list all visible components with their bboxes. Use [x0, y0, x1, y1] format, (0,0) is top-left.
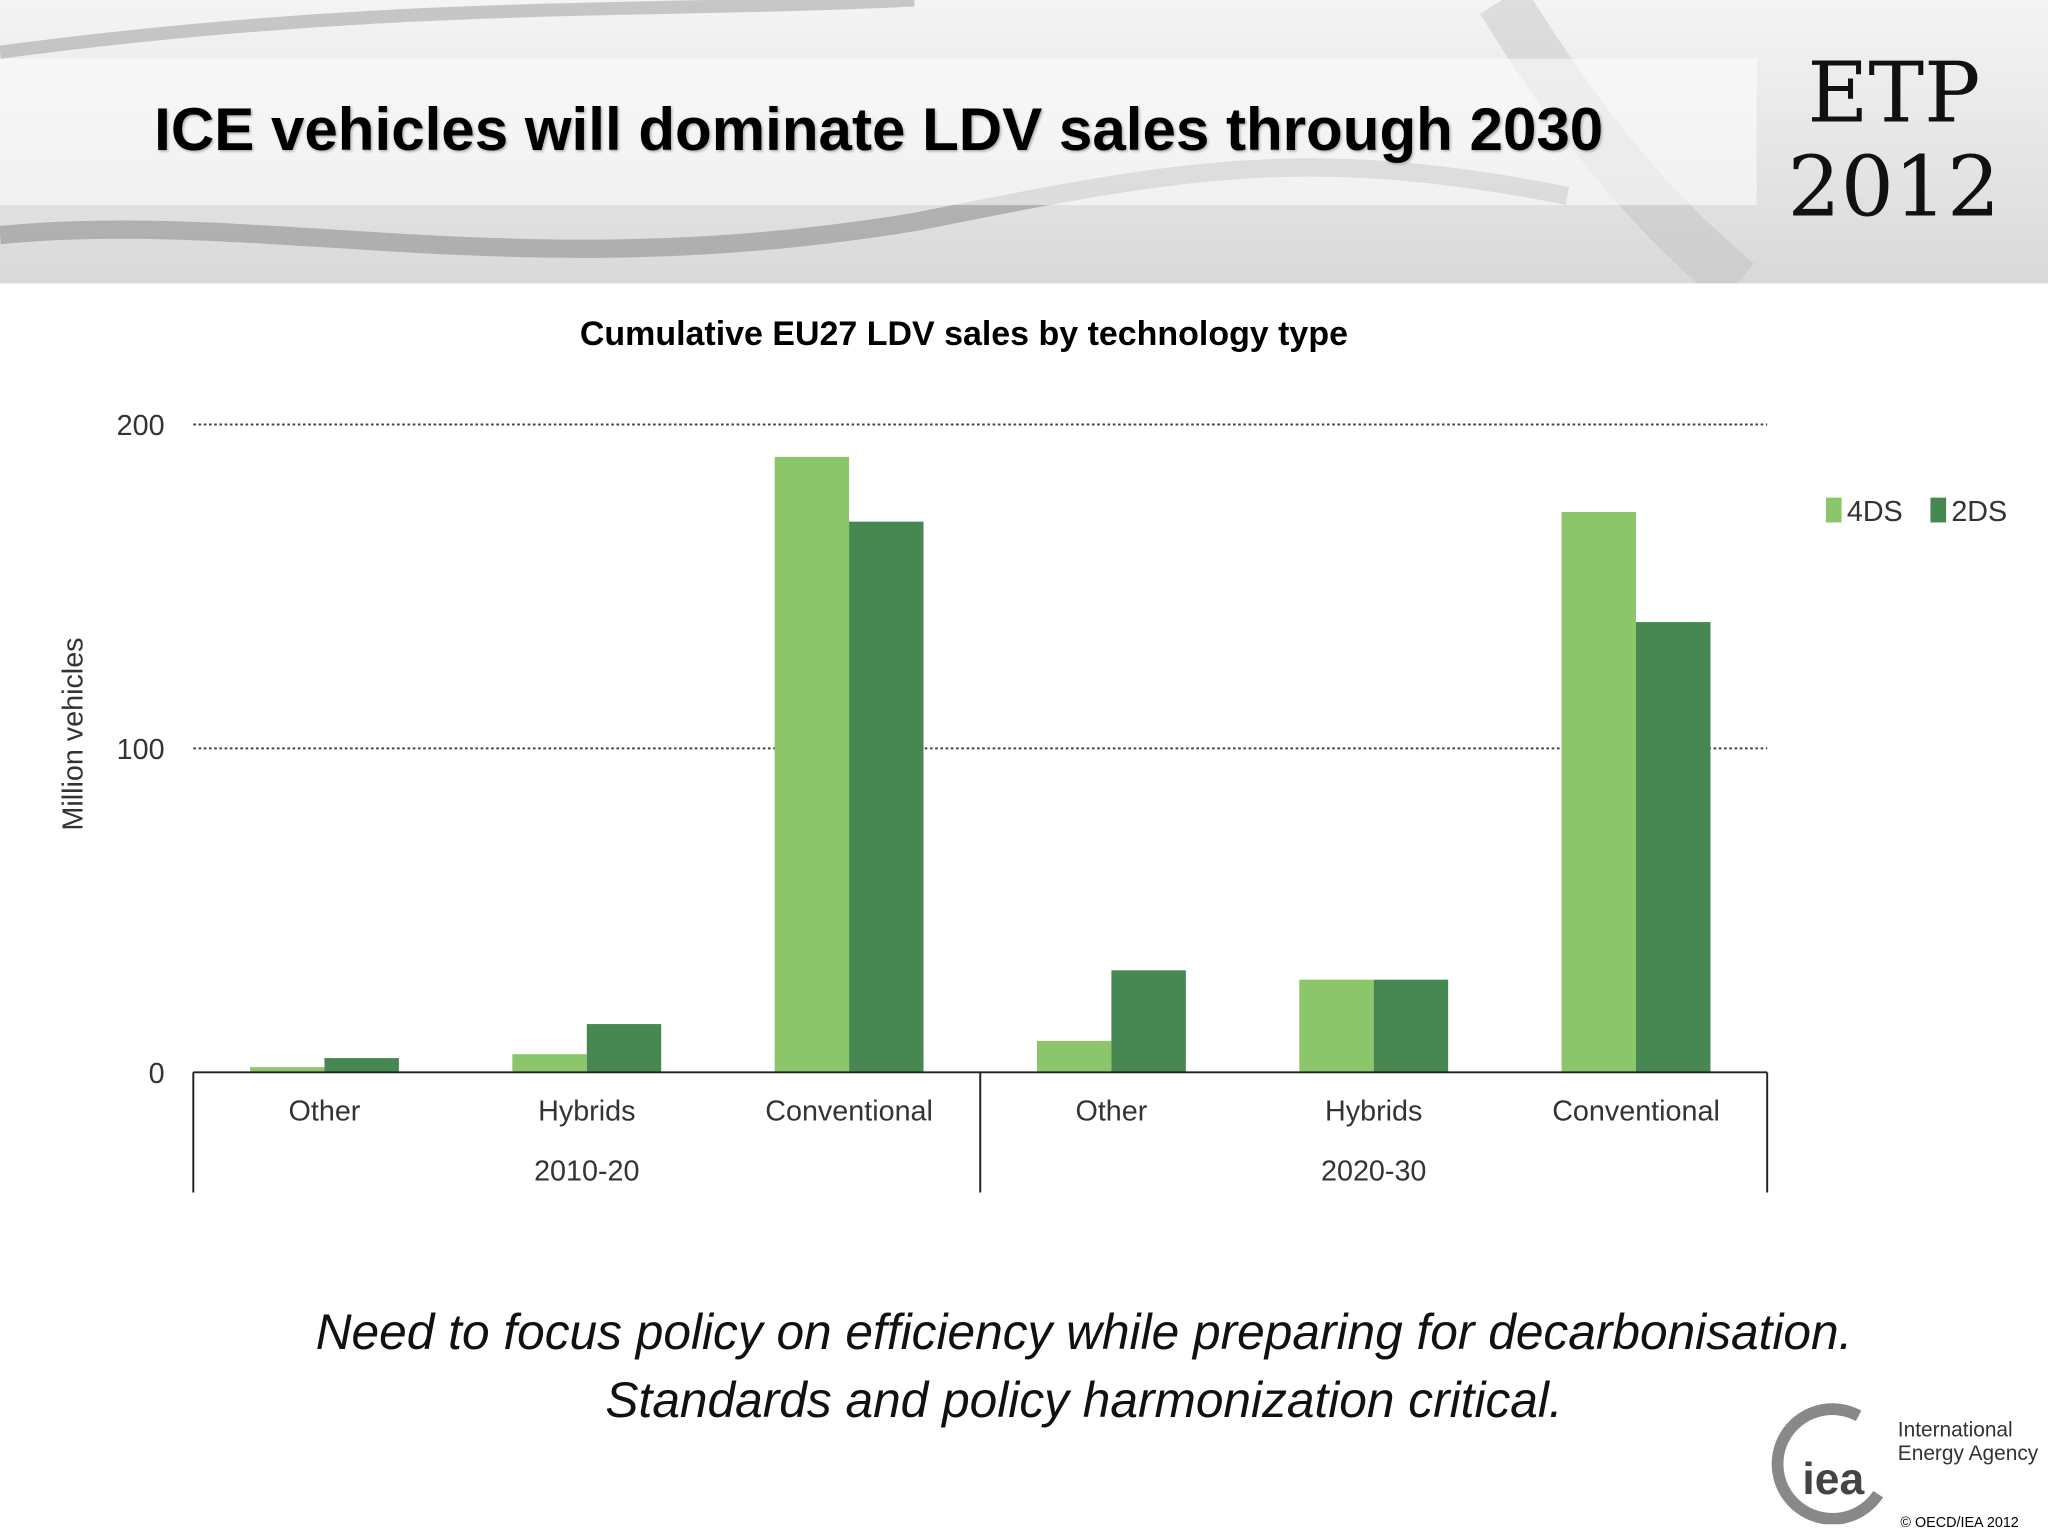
- y-tick-label: 100: [117, 734, 165, 766]
- y-axis-label: Million vehicles: [57, 637, 89, 830]
- slide-title: ICE vehicles will dominate LDV sales thr…: [154, 95, 1604, 164]
- caption: Need to focus policy on efficiency while…: [0, 1300, 2048, 1436]
- bar-4ds: [1299, 979, 1374, 1073]
- legend-label-4ds: 4DS: [1847, 496, 1903, 528]
- svg-text:iea: iea: [1802, 1455, 1864, 1504]
- title-band: [0, 58, 1757, 206]
- x-tick-label: Conventional: [1552, 1096, 1720, 1128]
- bar-2ds: [586, 1024, 662, 1073]
- header-banner: [0, 0, 2048, 284]
- bar-2ds: [324, 1058, 399, 1073]
- chart-title: Cumulative EU27 LDV sales by technology …: [579, 313, 1348, 353]
- badge-line1: ETP: [1807, 45, 1981, 143]
- bar-4ds: [1561, 511, 1637, 1073]
- bar-2ds: [1636, 622, 1711, 1073]
- x-group-label: 2010-20: [534, 1156, 639, 1188]
- caption-line1: Need to focus policy on efficiency while…: [315, 1306, 1853, 1361]
- bar-4ds: [250, 1067, 325, 1073]
- etp-badge: ETP 2012: [1783, 47, 2005, 235]
- x-group-label: 2020-30: [1321, 1156, 1426, 1188]
- bar-4ds: [512, 1054, 587, 1073]
- bar-2ds: [1111, 970, 1186, 1073]
- y-tick-label: 200: [117, 410, 165, 442]
- x-tick-label: Other: [289, 1096, 361, 1128]
- legend-label-2ds: 2DS: [1951, 496, 2007, 528]
- x-tick-label: Other: [1075, 1096, 1147, 1128]
- bar-2ds: [1373, 979, 1449, 1073]
- logo-text-line2: Energy Agency: [1898, 1442, 2039, 1465]
- badge-line2: 2012: [1787, 139, 2001, 237]
- bar-2ds: [849, 521, 924, 1073]
- x-tick-label: Hybrids: [538, 1096, 635, 1128]
- legend-swatch-4ds: [1825, 497, 1842, 523]
- y-tick-label: 0: [149, 1058, 165, 1090]
- copyright: © OECD/IEA 2012: [1900, 1515, 2019, 1531]
- logo-text-line1: International: [1898, 1419, 2013, 1442]
- bar-4ds: [1036, 1040, 1112, 1073]
- caption-line2: Standards and policy harmonization criti…: [605, 1374, 1563, 1429]
- x-tick-label: Hybrids: [1325, 1096, 1422, 1128]
- legend-swatch-2ds: [1930, 497, 1947, 523]
- iea-logo-mark-icon: iea International Energy Agency: [1771, 1403, 2039, 1525]
- x-tick-label: Conventional: [765, 1096, 933, 1128]
- bar-4ds: [774, 456, 850, 1073]
